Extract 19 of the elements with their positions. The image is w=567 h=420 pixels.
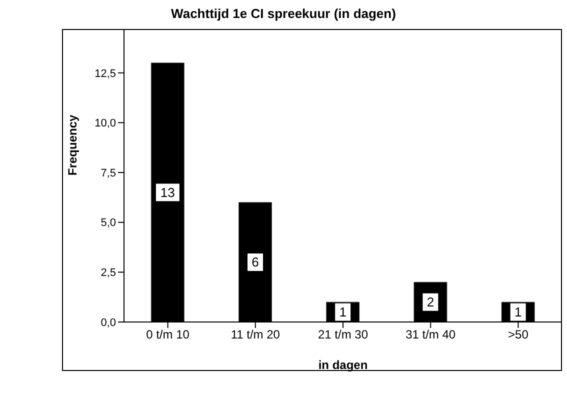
- y-axis-title: Frequency: [65, 114, 80, 176]
- data-label: 2: [426, 294, 434, 310]
- x-tick-label: 31 t/m 40: [406, 328, 456, 342]
- y-tick-label: 0,0: [100, 316, 116, 329]
- data-label: 13: [160, 184, 175, 200]
- chart-title: Wachttijd 1e CI spreekuur (in dagen): [170, 6, 397, 21]
- y-tick-label: 10,0: [94, 118, 116, 130]
- y-tick-label: 5,0: [100, 217, 116, 230]
- y-tick-label: 12,5: [94, 68, 116, 80]
- x-tick-label: 11 t/m 20: [230, 328, 280, 342]
- x-tick-label: 0 t/m 10: [146, 328, 190, 342]
- y-tick-label: 2,5: [100, 267, 116, 280]
- x-axis-title: in dagen: [318, 358, 368, 372]
- data-label: 1: [339, 304, 346, 320]
- y-tick-label: 7,5: [100, 167, 116, 180]
- x-tick-label: 21 t/m 30: [318, 328, 368, 342]
- data-label: 1: [514, 304, 522, 320]
- data-label: 6: [252, 254, 259, 270]
- x-tick-label: >50: [508, 328, 529, 342]
